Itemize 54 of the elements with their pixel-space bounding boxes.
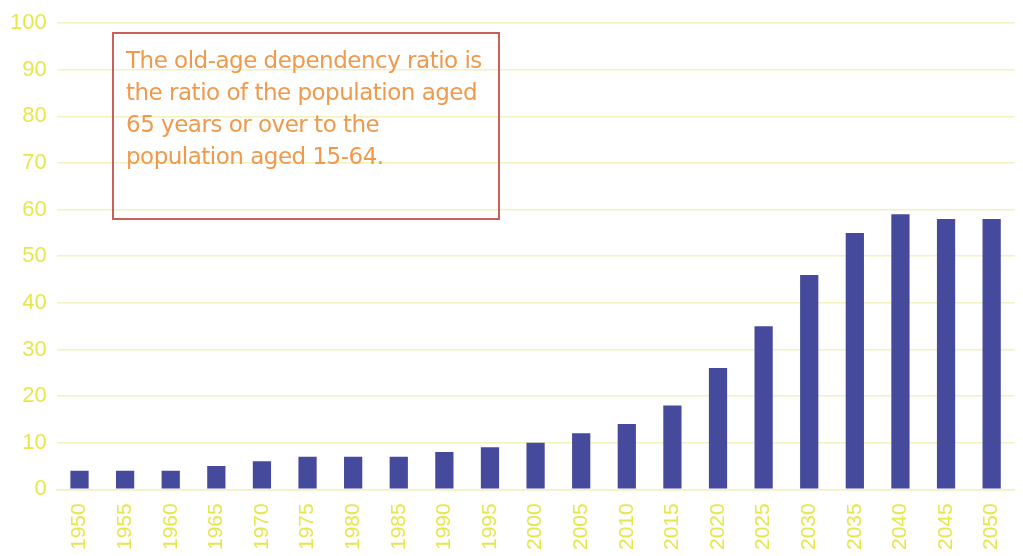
bar (207, 465, 226, 489)
x-tick-label: 2000 (522, 503, 546, 550)
bar (70, 470, 89, 489)
x-tick-label: 2025 (750, 503, 774, 550)
y-tick-label: 40 (22, 288, 47, 314)
y-tick-label: 70 (22, 149, 47, 175)
bar (936, 218, 956, 489)
x-tick-label: 2035 (841, 503, 865, 550)
x-tick-label: 1985 (385, 503, 409, 550)
bar (800, 274, 819, 489)
bar (982, 218, 1001, 489)
y-tick-label: 50 (22, 242, 47, 268)
y-tick-label: 80 (22, 102, 47, 128)
x-tick-label: 2005 (567, 503, 591, 550)
bar (754, 326, 773, 489)
x-tick-label: 1975 (294, 503, 318, 550)
x-tick-label: 1970 (248, 503, 272, 550)
annotation: The old-age dependency ratio is the ratio of the population aged 65 years or over to the population aged 15-64. (112, 32, 500, 220)
bar (845, 232, 864, 489)
x-tick-label: 1965 (203, 503, 227, 550)
y-tick-label: 20 (22, 382, 47, 408)
y-tick-label: 100 (9, 9, 47, 35)
bar (891, 214, 910, 489)
x-tick-label: 1995 (476, 503, 500, 550)
y-tick-label: 90 (22, 55, 47, 81)
x-tick-label: 2045 (932, 503, 956, 550)
y-tick-label: 10 (22, 428, 47, 454)
y-tick-label: 0 (34, 475, 47, 501)
x-tick-label: 1990 (431, 503, 455, 550)
x-tick-label: 1960 (157, 503, 181, 550)
x-tick-label: 2015 (659, 503, 683, 550)
y-tick-label: 60 (22, 195, 47, 221)
bar (617, 424, 636, 489)
x-tick-label: 1955 (111, 503, 135, 550)
y-tick-label: 30 (22, 335, 47, 361)
x-tick-label: 1950 (66, 503, 90, 550)
bar (344, 456, 363, 489)
x-tick-label: 2020 (704, 503, 728, 550)
x-tick-label: 2030 (796, 503, 820, 550)
bar (161, 470, 180, 489)
bar (480, 447, 500, 489)
x-tick-label: 2040 (887, 503, 911, 550)
x-tick-label: 1980 (339, 503, 363, 550)
bar (389, 456, 408, 489)
bar (435, 452, 454, 489)
bar (526, 442, 545, 489)
bar (252, 461, 272, 489)
x-tick-label: 2050 (978, 503, 1002, 550)
x-tick-label: 2010 (613, 503, 637, 550)
bar (663, 405, 682, 489)
bar (572, 433, 591, 489)
bar (708, 368, 728, 489)
bar (116, 470, 135, 489)
bar (298, 456, 317, 489)
